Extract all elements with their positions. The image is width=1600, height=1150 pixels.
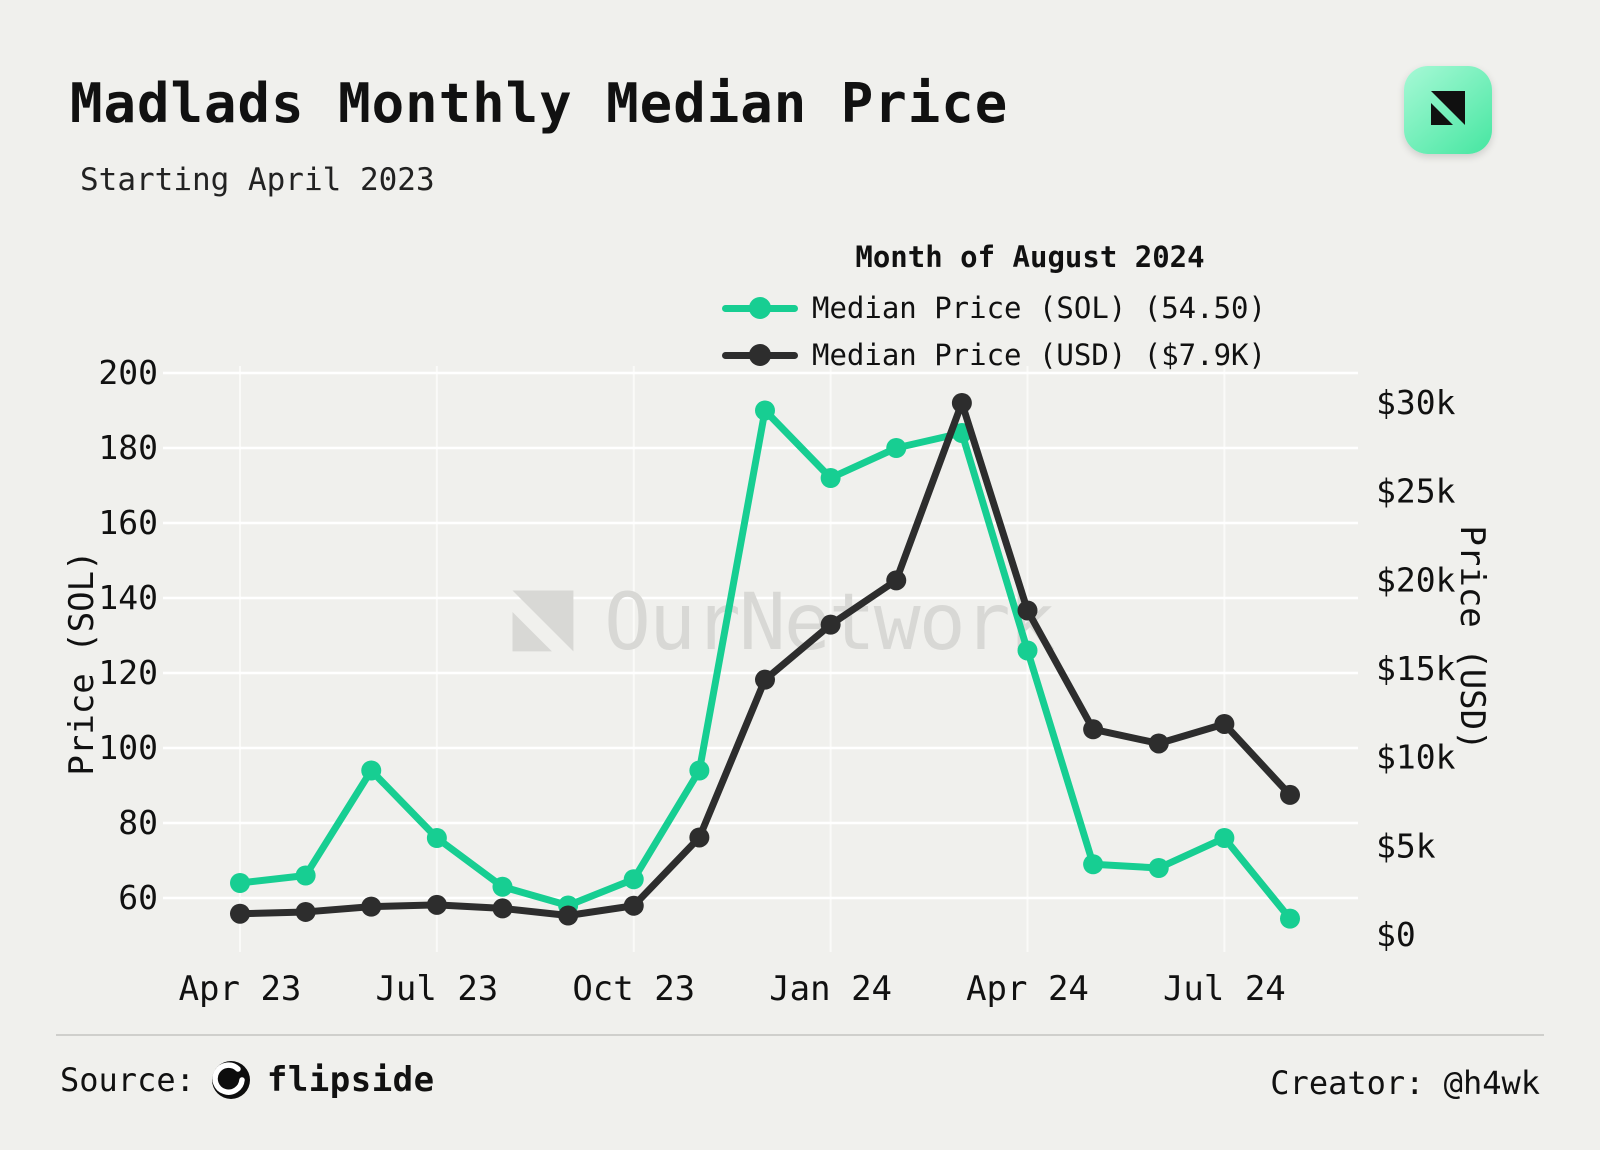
data-point <box>1148 733 1169 754</box>
left-axis-title: Price (SOL) <box>62 550 102 776</box>
page-title: Madlads Monthly Median Price <box>70 72 1009 135</box>
svg-text:Jan 24: Jan 24 <box>769 969 892 1009</box>
svg-text:Jul 23: Jul 23 <box>375 969 498 1009</box>
data-point <box>1017 600 1038 621</box>
data-point <box>623 895 644 916</box>
legend: Month of August 2024 Median Price (SOL) … <box>722 240 1338 378</box>
ournetwork-logo-icon <box>1424 84 1472 136</box>
svg-text:Oct 23: Oct 23 <box>572 969 695 1009</box>
data-point <box>1083 719 1104 740</box>
data-point <box>1214 828 1235 848</box>
svg-text:$15k: $15k <box>1376 649 1456 688</box>
legend-item-label: Median Price (USD) ($7.9K) <box>812 337 1266 372</box>
data-point <box>886 570 907 591</box>
svg-text:140: 140 <box>98 578 158 617</box>
data-point <box>1017 640 1038 661</box>
flipside-logo-icon <box>211 1060 251 1100</box>
svg-text:$0: $0 <box>1376 915 1416 954</box>
svg-text:Apr 23: Apr 23 <box>179 969 302 1009</box>
data-point <box>230 873 250 893</box>
svg-text:120: 120 <box>98 653 158 692</box>
watermark: OurNetwork <box>512 578 1057 668</box>
data-point <box>1148 858 1169 878</box>
svg-text:80: 80 <box>118 803 158 842</box>
data-point <box>820 468 841 488</box>
footer-divider <box>56 1034 1544 1036</box>
data-point <box>295 865 316 886</box>
data-point <box>1280 784 1300 805</box>
page-subtitle: Starting April 2023 <box>80 162 435 198</box>
data-point <box>1280 908 1300 929</box>
data-point <box>689 760 710 781</box>
data-point <box>558 905 579 926</box>
svg-text:$30k: $30k <box>1376 383 1456 422</box>
data-point <box>886 438 907 458</box>
data-point <box>361 760 382 781</box>
data-point <box>361 896 382 917</box>
legend-marker-usd <box>722 343 798 366</box>
svg-text:$10k: $10k <box>1376 738 1456 777</box>
data-point <box>951 393 972 413</box>
data-point <box>1214 713 1235 734</box>
data-point <box>492 898 513 919</box>
right-axis-title: Price (USD) <box>1452 525 1492 751</box>
data-point <box>755 669 775 690</box>
data-point <box>295 901 316 922</box>
data-point <box>623 869 644 890</box>
data-point <box>1083 854 1104 875</box>
svg-text:200: 200 <box>98 353 158 392</box>
svg-text:180: 180 <box>98 428 158 467</box>
data-point <box>230 903 250 924</box>
data-point <box>820 614 841 635</box>
source-attribution: Source: flipside <box>60 1056 435 1104</box>
svg-text:60: 60 <box>118 878 158 917</box>
legend-item-label: Median Price (SOL) (54.50) <box>812 290 1266 325</box>
axis-tick-labels: 60 80 100 120 140 160 180 200 $0 $5k $10k $15k $20k $… <box>98 353 1455 1009</box>
data-point <box>492 876 513 897</box>
legend-item: Median Price (USD) ($7.9K) <box>722 331 1338 378</box>
data-point <box>689 827 710 848</box>
legend-marker-sol <box>722 296 798 319</box>
source-name: flipside <box>266 1060 435 1100</box>
series-sol <box>230 400 1300 929</box>
source-label: Source: <box>60 1061 195 1099</box>
creator-credit: Creator: @h4wk <box>1270 1064 1540 1102</box>
svg-text:100: 100 <box>98 728 158 767</box>
data-point <box>426 894 447 915</box>
series-usd <box>230 393 1300 926</box>
legend-item: Median Price (SOL) (54.50) <box>722 284 1338 331</box>
svg-text:$5k: $5k <box>1376 826 1436 865</box>
svg-text:Jul 24: Jul 24 <box>1163 969 1286 1009</box>
legend-title: Month of August 2024 <box>855 240 1205 274</box>
svg-text:$20k: $20k <box>1376 560 1456 599</box>
data-point <box>426 828 447 848</box>
svg-text:$25k: $25k <box>1376 472 1456 511</box>
svg-text:Apr 24: Apr 24 <box>966 969 1089 1009</box>
brand-logo <box>1404 66 1492 154</box>
data-point <box>755 400 775 421</box>
svg-text:160: 160 <box>98 503 158 542</box>
